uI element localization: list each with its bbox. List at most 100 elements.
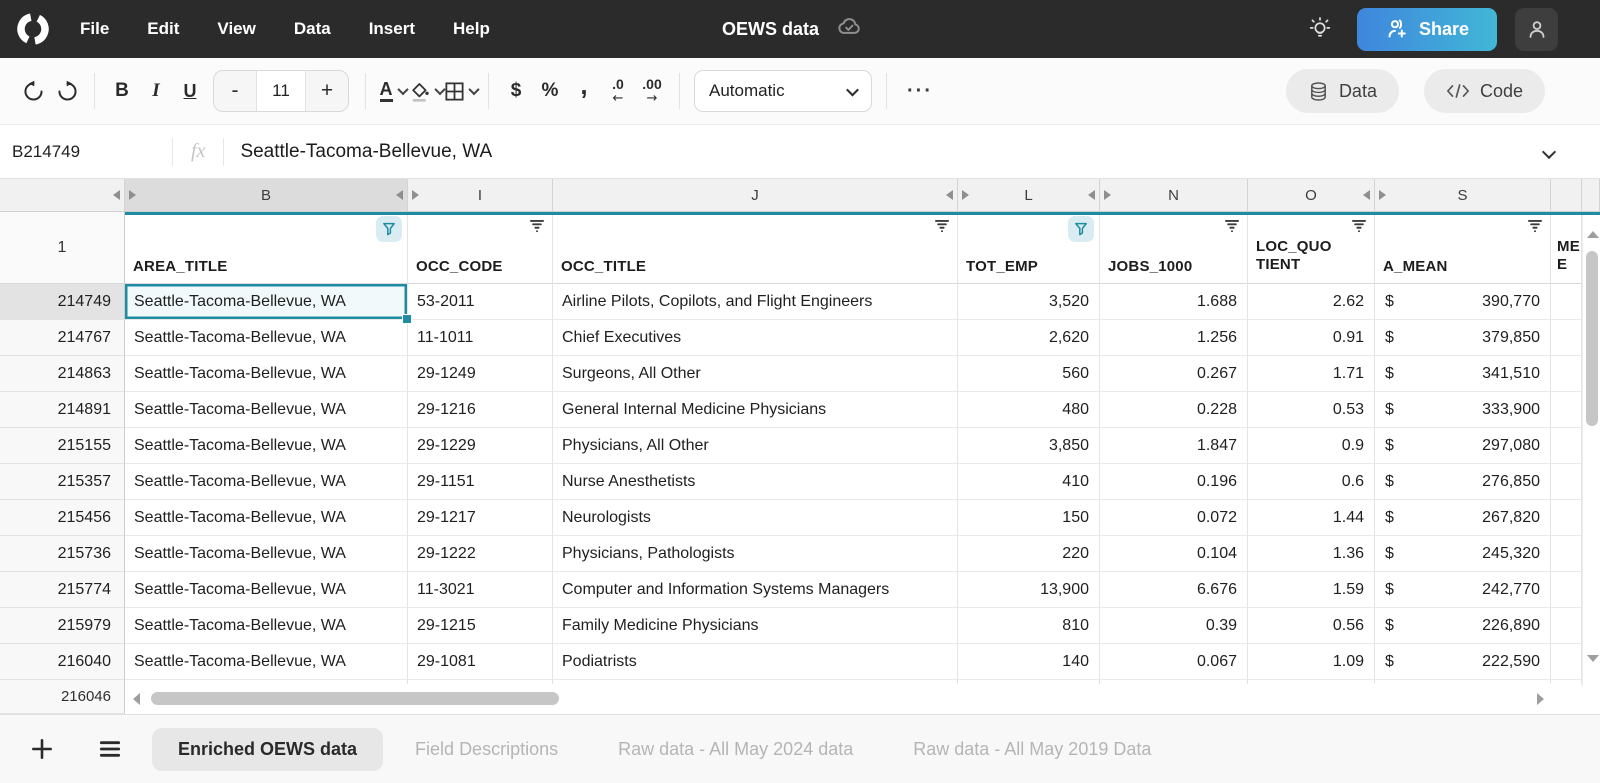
add-sheet-button[interactable]: [22, 729, 62, 769]
cell-occ-code[interactable]: 29-1151: [408, 464, 553, 500]
cell-tot-emp[interactable]: 140: [958, 644, 1100, 680]
cell-loc-quotient[interactable]: 1.59: [1248, 572, 1375, 608]
text-color-button[interactable]: A: [376, 71, 410, 111]
field-header-cell[interactable]: ME E: [1551, 212, 1582, 284]
cell-loc-quotient[interactable]: 1.36: [1248, 536, 1375, 572]
column-letter-header[interactable]: [0, 179, 125, 211]
cell-partial[interactable]: [1551, 392, 1582, 428]
formula-input[interactable]: Seattle-Tacoma-Bellevue, WA: [240, 140, 493, 162]
filter-icon[interactable]: [1224, 220, 1240, 238]
data-panel-button[interactable]: Data: [1285, 69, 1399, 113]
cell-area-title[interactable]: Seattle-Tacoma-Bellevue, WA: [125, 536, 408, 572]
cell-tot-emp[interactable]: 480: [958, 392, 1100, 428]
cell-jobs-1000[interactable]: 6.676: [1100, 572, 1248, 608]
cell-area-title[interactable]: Seattle-Tacoma-Bellevue, WA: [125, 428, 408, 464]
column-letter-header[interactable]: S: [1375, 179, 1551, 211]
cell-tot-emp[interactable]: 150: [958, 500, 1100, 536]
row-number[interactable]: 215456: [0, 500, 125, 536]
bold-button[interactable]: B: [105, 71, 139, 111]
cell-occ-code[interactable]: 11-1011: [408, 320, 553, 356]
hidden-columns-indicator-icon[interactable]: [396, 190, 403, 200]
font-size-increase-button[interactable]: +: [306, 71, 348, 111]
filter-icon[interactable]: [1351, 220, 1367, 238]
column-letter-header[interactable]: L: [958, 179, 1100, 211]
hidden-columns-indicator-icon[interactable]: [113, 190, 120, 200]
cell-occ-code[interactable]: 29-1249: [408, 356, 553, 392]
undo-button[interactable]: [16, 71, 50, 111]
cell-partial[interactable]: [1551, 644, 1582, 680]
chevron-down-icon[interactable]: [467, 83, 480, 96]
fill-handle[interactable]: [402, 314, 412, 324]
sheet-list-menu-button[interactable]: [90, 729, 130, 769]
cell-jobs-1000[interactable]: 0.067: [1100, 644, 1248, 680]
comma-format-button[interactable]: ,: [567, 70, 601, 111]
row-number[interactable]: 215736: [0, 536, 125, 572]
cell-jobs-1000[interactable]: 1.688: [1100, 284, 1248, 320]
cell-occ-title[interactable]: Airline Pilots, Copilots, and Flight Eng…: [553, 284, 958, 320]
cell-a-mean[interactable]: $ 341,510: [1375, 356, 1551, 392]
borders-button[interactable]: [444, 71, 480, 111]
cell-area-title[interactable]: Seattle-Tacoma-Bellevue, WA: [125, 608, 408, 644]
menu-item[interactable]: View: [217, 19, 256, 38]
row-number[interactable]: 214863: [0, 356, 125, 392]
hidden-columns-indicator-icon[interactable]: [962, 190, 969, 200]
field-header-cell[interactable]: OCC_TITLE: [553, 212, 958, 284]
cell-jobs-1000[interactable]: 0.267: [1100, 356, 1248, 392]
vertical-scrollbar-thumb[interactable]: [1586, 251, 1598, 426]
hidden-columns-indicator-icon[interactable]: [1088, 190, 1095, 200]
cell-jobs-1000[interactable]: 0.196: [1100, 464, 1248, 500]
field-header-cell[interactable]: A_MEAN: [1375, 212, 1551, 284]
cell-tot-emp[interactable]: 560: [958, 356, 1100, 392]
hidden-columns-indicator-icon[interactable]: [1379, 190, 1386, 200]
cell-tot-emp[interactable]: 220: [958, 536, 1100, 572]
cell-loc-quotient[interactable]: 1.71: [1248, 356, 1375, 392]
column-letter-header[interactable]: O: [1248, 179, 1375, 211]
cell-a-mean[interactable]: $ 379,850: [1375, 320, 1551, 356]
scroll-down-icon[interactable]: [1587, 655, 1599, 662]
tips-lightbulb-icon[interactable]: [1307, 16, 1333, 42]
cell-occ-code[interactable]: 11-3021: [408, 572, 553, 608]
cell-a-mean[interactable]: $ 245,320: [1375, 536, 1551, 572]
cell-partial[interactable]: [1551, 284, 1582, 320]
cell-a-mean[interactable]: $ 267,820: [1375, 500, 1551, 536]
hidden-columns-indicator-icon[interactable]: [1363, 190, 1370, 200]
cell-partial[interactable]: [1551, 536, 1582, 572]
cell-occ-title[interactable]: Physicians, All Other: [553, 428, 958, 464]
cell-occ-code[interactable]: 29-1215: [408, 608, 553, 644]
cell-area-title[interactable]: Seattle-Tacoma-Bellevue, WA: [125, 464, 408, 500]
scroll-up-icon[interactable]: [1587, 231, 1599, 238]
cell-occ-title[interactable]: Podiatrists: [553, 644, 958, 680]
cell-reference-box[interactable]: B214749: [12, 141, 81, 161]
hidden-columns-indicator-icon[interactable]: [946, 190, 953, 200]
cell-area-title[interactable]: Seattle-Tacoma-Bellevue, WA: [125, 572, 408, 608]
filter-active-icon[interactable]: [1068, 216, 1094, 242]
column-letter-header[interactable]: J: [553, 179, 958, 211]
menu-item[interactable]: Edit: [147, 19, 180, 38]
filter-icon[interactable]: [934, 220, 950, 238]
row-number[interactable]: 214767: [0, 320, 125, 356]
row-number[interactable]: 216040: [0, 644, 125, 680]
filter-icon[interactable]: [1527, 220, 1543, 238]
field-header-cell[interactable]: OCC_CODE: [408, 212, 553, 284]
row-number[interactable]: 214749: [0, 284, 125, 320]
cell-jobs-1000[interactable]: 0.39: [1100, 608, 1248, 644]
cell-occ-code[interactable]: 29-1081: [408, 644, 553, 680]
filter-icon[interactable]: [529, 220, 545, 238]
field-header-cell[interactable]: JOBS_1000: [1100, 212, 1248, 284]
cell-tot-emp[interactable]: 2,620: [958, 320, 1100, 356]
cell-partial[interactable]: [1551, 356, 1582, 392]
column-letter-header[interactable]: B: [125, 179, 408, 211]
cell-loc-quotient[interactable]: 1.09: [1248, 644, 1375, 680]
cell-occ-title[interactable]: Computer and Information Systems Manager…: [553, 572, 958, 608]
cell-jobs-1000[interactable]: 0.072: [1100, 500, 1248, 536]
field-header-cell[interactable]: AREA_TITLE: [125, 212, 408, 284]
cell-occ-title[interactable]: Neurologists: [553, 500, 958, 536]
fill-color-button[interactable]: [410, 71, 446, 111]
row-number[interactable]: 214891: [0, 392, 125, 428]
cell-occ-title[interactable]: Chief Executives: [553, 320, 958, 356]
increase-decimals-button[interactable]: .00 →: [635, 71, 669, 111]
menu-item[interactable]: Help: [453, 19, 490, 38]
cell-area-title[interactable]: Seattle-Tacoma-Bellevue, WA: [125, 320, 408, 356]
cell-loc-quotient[interactable]: 0.56: [1248, 608, 1375, 644]
cell-tot-emp[interactable]: 3,520: [958, 284, 1100, 320]
